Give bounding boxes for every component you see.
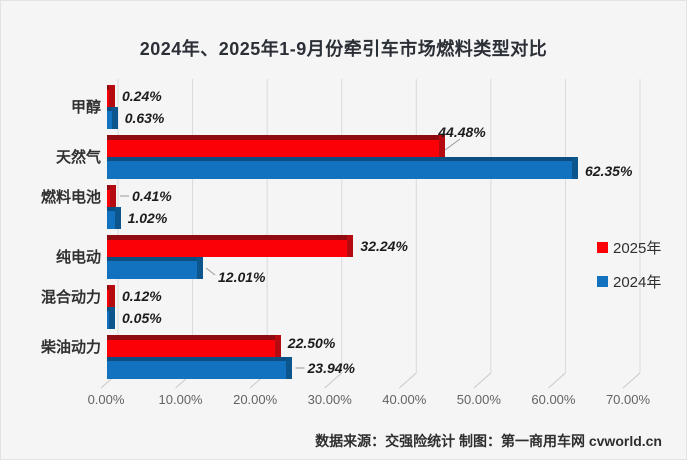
x-tick-label: 70.00%: [605, 392, 651, 407]
value-label: 0.24%: [122, 88, 162, 104]
bar-2024年-cat2: [107, 207, 121, 229]
value-label: 1.02%: [127, 210, 168, 226]
bar-2025年-cat2: [107, 185, 117, 207]
x-tick-label: 0.00%: [87, 392, 125, 407]
bar-2024年-cat3: [107, 257, 203, 279]
label-leader-line: [205, 267, 216, 276]
category-label: 柴油动力: [40, 339, 101, 356]
x-tick-label: 10.00%: [158, 392, 203, 407]
value-label: 0.05%: [122, 310, 162, 326]
bar-2025年-cat4: [107, 285, 115, 307]
legend-label-2025: 2025年: [613, 239, 662, 257]
bar-end-cap: [109, 85, 115, 107]
chart-title: 2024年、2025年1-9月份牵引车市场燃料类型对比: [139, 39, 548, 59]
category-label: 纯电动: [55, 249, 101, 266]
bar-end-cap: [571, 157, 578, 179]
value-label: 23.94%: [307, 360, 355, 376]
legend-swatch-2024: [597, 275, 608, 287]
bar-end-cap: [274, 335, 281, 357]
value-label: 12.01%: [218, 269, 266, 285]
bar-2024年-cat4: [107, 307, 115, 329]
bar-end-cap: [347, 235, 354, 257]
legend-item-2025: 2025年: [597, 238, 662, 257]
bar-2025年-cat3: [107, 235, 354, 257]
bar-2025年-cat5: [107, 335, 281, 357]
value-label: 32.24%: [360, 238, 408, 254]
floor-tick: [473, 372, 492, 389]
value-label: 44.48%: [438, 124, 486, 140]
legend-swatch-2025: [597, 241, 608, 253]
value-label: 0.12%: [122, 288, 162, 304]
bar-2025年-cat1: [107, 135, 445, 157]
bar-end-cap: [438, 135, 445, 157]
value-label: 22.50%: [287, 335, 336, 351]
floor-tick: [622, 372, 641, 389]
category-label: 天然气: [55, 149, 101, 166]
floor-tick: [324, 372, 343, 389]
value-label: 0.41%: [132, 188, 172, 204]
floor-tick: [398, 372, 417, 389]
bar-2024年-cat5: [107, 357, 292, 379]
bar-end-cap: [110, 185, 117, 207]
legend-item-2024: 2024年: [597, 272, 662, 291]
legend: 2025年 2024年: [597, 238, 661, 306]
floor-tick: [548, 372, 566, 389]
x-tick-label: 60.00%: [531, 392, 576, 407]
label-leader-line: [444, 138, 461, 151]
bar-2025年-cat0: [107, 85, 115, 107]
bar-end-cap: [196, 257, 203, 279]
bar-end-cap: [111, 107, 118, 129]
x-tick-label: 50.00%: [456, 392, 501, 407]
value-label: 0.63%: [124, 110, 165, 126]
bar-2024年-cat0: [107, 107, 118, 129]
value-label: 62.35%: [584, 163, 633, 179]
category-label: 甲醇: [70, 99, 101, 116]
x-tick-label: 40.00%: [382, 392, 427, 407]
bar-2024年-cat1: [107, 157, 578, 179]
legend-label-2024: 2024年: [613, 273, 662, 291]
bar-end-cap: [114, 207, 121, 229]
bar-end-cap: [109, 307, 115, 329]
bar-end-cap: [285, 357, 292, 379]
x-tick-label: 30.00%: [307, 392, 352, 407]
category-label: 燃料电池: [40, 189, 101, 206]
x-tick-label: 20.00%: [233, 392, 278, 407]
category-label: 混合动力: [40, 289, 101, 306]
footer-source-text: 数据来源：交强险统计 制图：第一商用车网 cvworld.cn: [315, 433, 662, 449]
bar-end-cap: [109, 285, 115, 307]
